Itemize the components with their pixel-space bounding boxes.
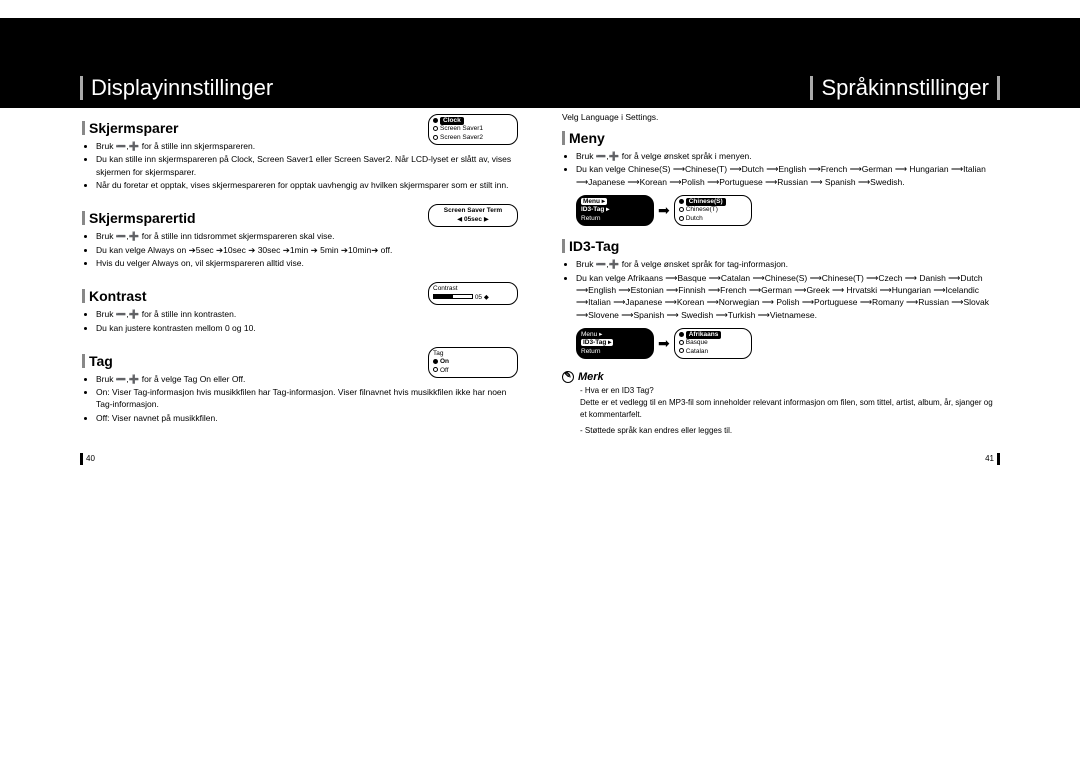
lcd-title: Screen Saver Term [433,207,513,215]
section-skjermsparer: Clock Screen Saver1 Screen Saver2 Skjerm… [82,112,518,192]
lcd-value: 05 [475,294,482,301]
lcd-id3-pair: Menu ▸ ID3-Tag ▸ Return ➡ Afrikaans Basq… [576,328,752,359]
lcd-contrast: Contrast 05 ◆ [428,282,518,305]
bullet: Du kan velge Always on ➔5sec ➔10sec ➔ 30… [96,244,518,256]
lcd-row-selected: ID3-Tag ▸ [581,339,613,346]
arrow-icon: ➡ [658,335,670,352]
bullet: Du kan stille inn skjermspareren på Cloc… [96,153,518,178]
heading: ID3-Tag [569,238,619,254]
page-number-right: 41 [985,454,994,463]
lcd-row: Return [581,215,649,223]
bullet: Du kan velge Chinese(S) ⟶Chinese(T) ⟶Dut… [576,163,998,188]
lcd-screensaver: Clock Screen Saver1 Screen Saver2 [428,114,518,145]
note-icon [562,371,574,383]
lcd-row: Chinese(T) [686,206,718,213]
lcd-selected: Afrikaans [686,331,722,339]
heading: Meny [569,130,605,146]
bullet: On: Viser Tag-informasjon hvis musikkfil… [96,386,518,411]
lcd-row: Screen Saver1 [440,125,483,132]
lcd-selected: Chinese(S) [686,198,726,206]
title-row: Displayinnstillinger Språkinnstillinger [80,72,1000,104]
note-body: - Hva er en ID3 Tag? Dette er et vedlegg… [580,385,998,437]
lcd-row: Basque [686,339,708,346]
bullet: Bruk ➖,➕ for å velge ønsket språk i meny… [576,150,998,162]
section-kontrast: Contrast 05 ◆ Kontrast Bruk ➖,➕ for å st… [82,280,518,335]
bullet: Når du foretar et opptak, vises skjermes… [96,179,518,191]
note-line: - Støttede språk kan endres eller legges… [580,425,998,437]
arrow-icon: ➡ [658,202,670,219]
section-id3: ID3-Tag Bruk ➖,➕ for å velge ønsket språ… [562,238,998,359]
lcd-row: Dutch [686,215,703,222]
heading: Skjermsparertid [89,210,196,226]
note-line: - Hva er en ID3 Tag? [580,385,998,397]
lcd-saverterm: Screen Saver Term ◀ 05sec ▶ [428,204,518,227]
section-tag: Tag On Off Tag Bruk ➖,➕ for å velge Tag … [82,345,518,425]
section-note: Merk - Hva er en ID3 Tag? Dette er et ve… [562,371,998,437]
lcd-title: Menu ▸ [581,331,649,339]
title-left: Displayinnstillinger [80,75,273,101]
heading: Tag [89,353,113,369]
bullet: Du kan velge Afrikaans ⟶Basque ⟶Catalan … [576,272,998,321]
lcd-title: Clock [440,117,464,125]
lcd-row: Return [581,348,649,356]
lcd-title: Contrast [433,285,513,293]
lcd-row: ID3-Tag ▸ [581,206,649,214]
page-bar-right [997,453,1000,465]
page-number-left: 40 [86,454,95,463]
lcd-tag: Tag On Off [428,347,518,378]
lcd-value: 05sec [464,216,482,223]
note-line: Dette er et vedlegg til en MP3-fil som i… [580,397,998,421]
title-right: Språkinnstillinger [810,75,1000,101]
manual-spread: Displayinnstillinger Språkinnstillinger … [0,0,1080,763]
lcd-off: Off [440,367,449,374]
note-heading: Merk [578,371,604,383]
lcd-on: On [440,358,449,365]
lcd-meny-pair: Menu ▸ ID3-Tag ▸ Return ➡ Chinese(S) Chi… [576,195,752,226]
bullet: Hvis du velger Always on, vil skjermspar… [96,257,518,269]
left-column: Clock Screen Saver1 Screen Saver2 Skjerm… [82,112,518,763]
section-meny: Meny Bruk ➖,➕ for å velge ønsket språk i… [562,130,998,226]
bullet: Off: Viser navnet på musikkfilen. [96,412,518,424]
bullet: Bruk ➖,➕ for å stille inn kontrasten. [96,308,518,320]
bullet: Bruk ➖,➕ for å velge ønsket språk for ta… [576,258,998,270]
lcd-row: Catalan [686,348,708,355]
heading: Kontrast [89,288,147,304]
section-skjermsparertid: Screen Saver Term ◀ 05sec ▶ Skjermsparer… [82,202,518,270]
lcd-title: Menu ▸ [581,198,607,205]
heading: Skjermsparer [89,120,179,136]
page-bar-left [80,453,83,465]
bullet: Bruk ➖,➕ for å stille inn tidsrommet skj… [96,230,518,242]
intro-text: Velg Language i Settings. [562,112,998,122]
bullet: Du kan justere kontrasten mellom 0 og 10… [96,322,518,334]
right-column: Velg Language i Settings. Meny Bruk ➖,➕ … [562,112,998,763]
lcd-title: Tag [433,350,513,358]
lcd-row: Screen Saver2 [440,134,483,141]
content: Clock Screen Saver1 Screen Saver2 Skjerm… [82,112,998,763]
